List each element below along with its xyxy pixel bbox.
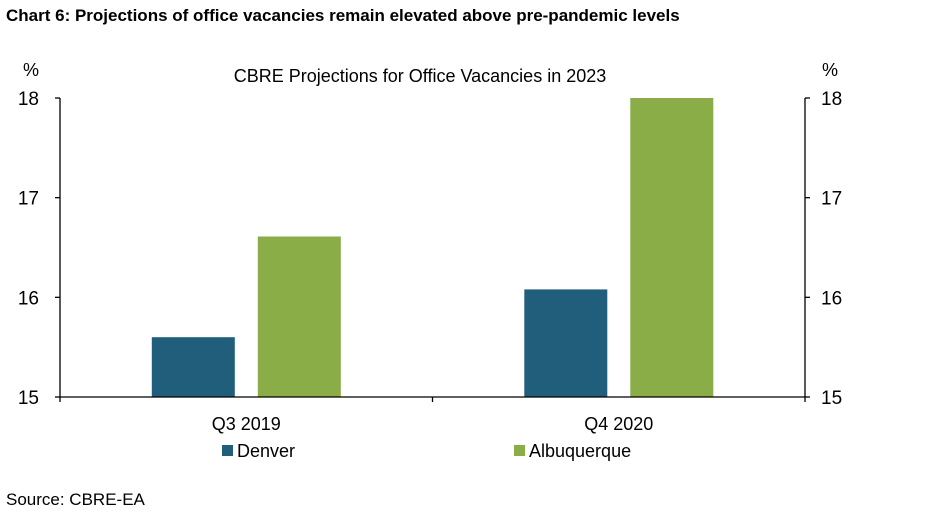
bar-denver-q3-2019 — [151, 337, 235, 397]
bar-group — [151, 98, 714, 397]
right-y-tick-label: 15 — [821, 388, 842, 409]
legend: Denver Albuquerque — [222, 441, 631, 461]
right-y-tick-label: 18 — [821, 89, 842, 110]
right-y-tick-label: 17 — [821, 189, 842, 210]
bar-albuquerque-q3-2019 — [257, 236, 341, 397]
left-y-tick-label: 17 — [18, 189, 39, 210]
bar-albuquerque-q4-2020 — [630, 98, 714, 397]
legend-swatch-albuquerque — [514, 445, 525, 456]
legend-label-albuquerque: Albuquerque — [529, 441, 631, 461]
source-note: Source: CBRE-EA — [6, 490, 145, 509]
bar-denver-q4-2020 — [524, 289, 608, 397]
legend-label-denver: Denver — [237, 441, 295, 461]
legend-swatch-denver — [222, 445, 233, 456]
chart-title: CBRE Projections for Office Vacancies in… — [234, 66, 607, 86]
chart-heading: Chart 6: Projections of office vacancies… — [6, 6, 680, 25]
right-y-tick-label: 16 — [821, 288, 842, 309]
left-axis-unit: % — [23, 60, 39, 80]
left-y-tick-label: 18 — [18, 89, 39, 110]
axes: Q3 2019 Q4 2020 15 15 16 16 17 17 18 18 — [18, 89, 842, 434]
x-tick-label: Q3 2019 — [212, 414, 281, 434]
right-axis-unit: % — [822, 60, 838, 80]
x-tick-label: Q4 2020 — [584, 414, 653, 434]
left-y-tick-label: 16 — [18, 288, 39, 309]
left-y-tick-label: 15 — [18, 388, 39, 409]
